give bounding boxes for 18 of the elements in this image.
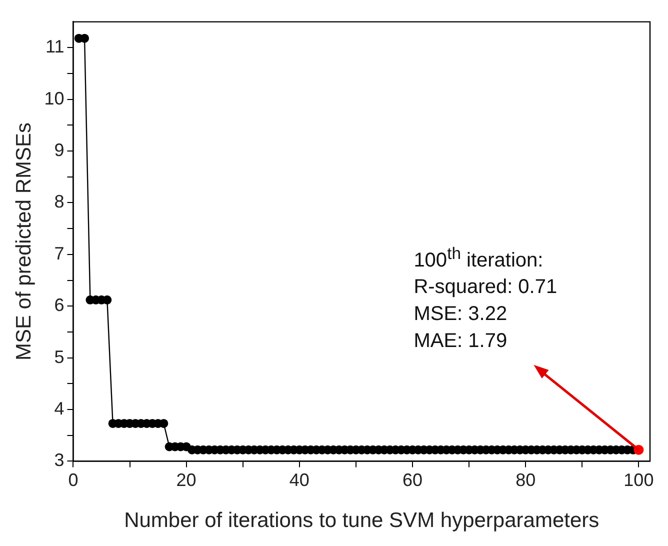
- y-tick-label: 5: [54, 346, 64, 367]
- x-tick-label: 80: [516, 470, 536, 490]
- x-tick-label: 40: [289, 470, 310, 490]
- y-tick-label: 3: [54, 450, 64, 470]
- y-tick-label: 6: [54, 295, 64, 316]
- x-tick-label: 100: [624, 470, 654, 490]
- y-axis-title: MSE of predicted RMSEs: [12, 122, 36, 361]
- y-tick-label: 7: [54, 243, 64, 264]
- x-tick-label: 0: [68, 470, 78, 490]
- y-tick-label: 8: [54, 192, 64, 212]
- x-tick-label: 20: [176, 470, 196, 490]
- annotation: 100$^{th}$ iteration: R-squared: 0.71 MSE: 3.22 MAE: 1.79: [414, 242, 558, 354]
- y-tick-label: 4: [54, 398, 64, 418]
- x-tick-label: 60: [402, 470, 423, 490]
- y-tick-label: 9: [54, 140, 64, 160]
- x-axis-title: Number of iterations to tune SVM hyperparameters: [124, 509, 600, 532]
- y-tick-label: 11: [46, 36, 64, 57]
- y-tick-label: 10: [44, 88, 64, 108]
